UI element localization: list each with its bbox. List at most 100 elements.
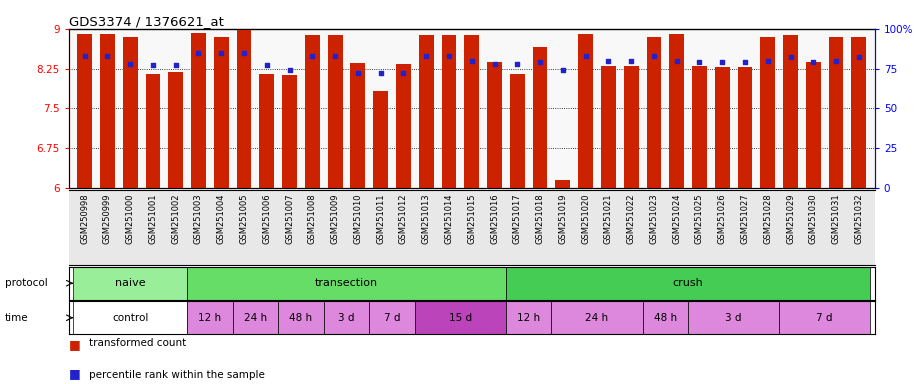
Point	[533, 59, 548, 65]
Bar	[236, 30, 251, 188]
Text: GSM251025: GSM251025	[695, 194, 704, 244]
Bar	[760, 37, 775, 188]
Text: 15 d: 15 d	[449, 313, 472, 323]
Text: 7 d: 7 d	[816, 313, 833, 323]
Text: 24 h: 24 h	[244, 313, 267, 323]
Point	[578, 53, 593, 59]
Bar	[100, 34, 114, 188]
Bar	[806, 62, 821, 188]
Bar	[187, 267, 506, 300]
Bar	[647, 37, 661, 188]
Text: 12 h: 12 h	[518, 313, 540, 323]
Bar	[351, 63, 365, 188]
Text: 48 h: 48 h	[289, 313, 312, 323]
Bar	[123, 37, 137, 188]
Point	[100, 53, 114, 59]
Point	[464, 58, 479, 64]
Bar	[783, 35, 798, 188]
Text: GSM251026: GSM251026	[718, 194, 726, 245]
Text: GSM251013: GSM251013	[421, 194, 431, 245]
Point	[169, 62, 183, 68]
Bar	[191, 33, 206, 188]
Text: GSM251030: GSM251030	[809, 194, 818, 245]
Point	[419, 53, 433, 59]
Text: GSM251006: GSM251006	[262, 194, 271, 245]
Text: GDS3374 / 1376621_at: GDS3374 / 1376621_at	[69, 15, 224, 28]
Text: 24 h: 24 h	[585, 313, 608, 323]
Bar	[305, 35, 320, 188]
Point	[146, 62, 160, 68]
Text: 12 h: 12 h	[199, 313, 222, 323]
Point	[374, 70, 388, 76]
Bar	[737, 67, 752, 188]
Text: ■: ■	[69, 367, 81, 380]
Point	[396, 70, 410, 76]
Text: naive: naive	[114, 278, 146, 288]
Text: GSM251032: GSM251032	[855, 194, 864, 245]
Text: GSM251007: GSM251007	[285, 194, 294, 245]
Point	[670, 58, 684, 64]
Point	[259, 62, 274, 68]
Text: GSM251027: GSM251027	[740, 194, 749, 245]
Text: GSM251022: GSM251022	[627, 194, 636, 244]
Bar	[282, 75, 297, 188]
Text: GSM250998: GSM250998	[80, 194, 89, 245]
Text: GSM251029: GSM251029	[786, 194, 795, 244]
Bar	[510, 74, 525, 188]
Text: GSM251031: GSM251031	[832, 194, 841, 245]
Bar	[259, 74, 274, 188]
Bar	[419, 35, 433, 188]
Bar	[506, 267, 870, 300]
Bar	[396, 65, 411, 188]
Point	[442, 53, 456, 59]
Point	[760, 58, 775, 64]
Point	[328, 53, 343, 59]
Bar	[328, 35, 343, 188]
Point	[829, 58, 844, 64]
Text: GSM251021: GSM251021	[604, 194, 613, 244]
Text: GSM251009: GSM251009	[331, 194, 340, 244]
Text: percentile rank within the sample: percentile rank within the sample	[89, 370, 265, 380]
Text: 7 d: 7 d	[384, 313, 400, 323]
Bar	[77, 34, 92, 188]
Point	[737, 59, 752, 65]
Bar	[688, 301, 780, 334]
Bar	[670, 34, 684, 188]
Point	[123, 61, 137, 67]
Text: GSM251024: GSM251024	[672, 194, 682, 244]
Text: control: control	[112, 313, 148, 323]
Text: GSM251005: GSM251005	[239, 194, 248, 244]
Text: GSM251028: GSM251028	[763, 194, 772, 245]
Bar	[278, 301, 323, 334]
Point	[305, 53, 320, 59]
Text: GSM251019: GSM251019	[559, 194, 567, 244]
Text: time: time	[5, 313, 28, 323]
Bar	[187, 301, 233, 334]
Bar	[829, 37, 844, 188]
Bar	[714, 67, 730, 188]
Text: crush: crush	[672, 278, 703, 288]
Text: 3 d: 3 d	[338, 313, 354, 323]
Text: GSM251000: GSM251000	[125, 194, 135, 244]
Point	[624, 58, 638, 64]
Text: GSM251018: GSM251018	[536, 194, 544, 245]
Text: transection: transection	[315, 278, 378, 288]
Bar	[551, 301, 642, 334]
Text: 48 h: 48 h	[654, 313, 677, 323]
Bar	[442, 35, 456, 188]
Point	[236, 50, 251, 56]
Point	[647, 53, 661, 59]
Text: GSM251001: GSM251001	[148, 194, 158, 244]
Bar	[506, 301, 551, 334]
Point	[214, 50, 229, 56]
Bar	[415, 301, 506, 334]
Point	[510, 61, 525, 67]
Text: GSM251010: GSM251010	[354, 194, 363, 244]
Text: GSM251003: GSM251003	[194, 194, 203, 245]
Point	[601, 58, 616, 64]
Point	[487, 61, 502, 67]
Text: protocol: protocol	[5, 278, 48, 288]
Bar	[852, 37, 867, 188]
Text: GSM251002: GSM251002	[171, 194, 180, 244]
Point	[282, 67, 297, 73]
